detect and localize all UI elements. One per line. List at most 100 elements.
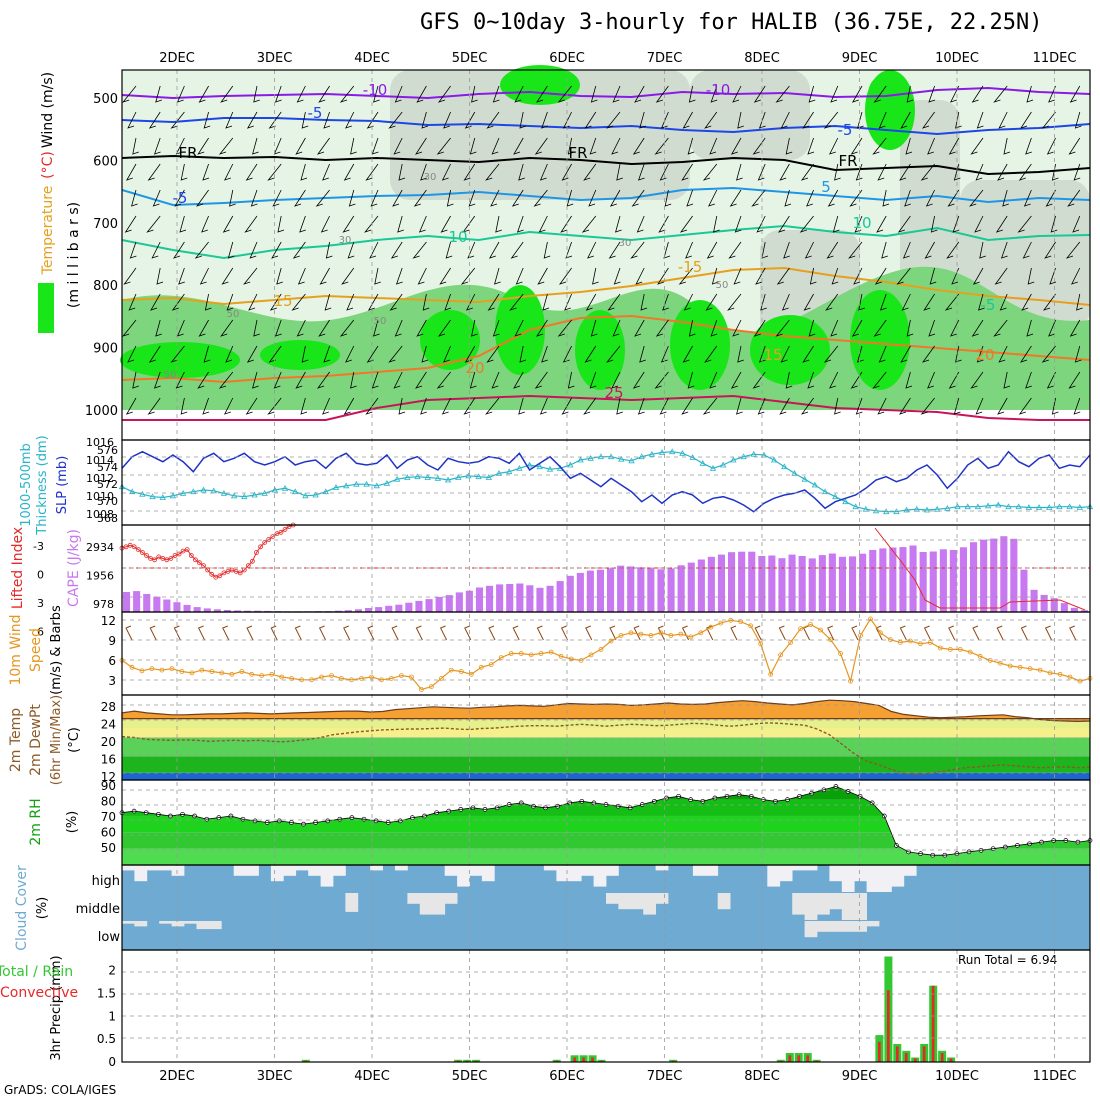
li-marker <box>164 557 170 563</box>
cape-bar <box>193 607 201 612</box>
cloud-clear-cell <box>767 865 781 887</box>
bottom-day-label: 11DEC <box>1033 1069 1077 1084</box>
cloud-tick-label: low <box>98 930 121 945</box>
rh-band <box>122 832 1090 849</box>
cloud-clear-cell <box>618 893 632 910</box>
li-marker <box>229 567 235 573</box>
precip-conv-bar <box>600 1060 603 1062</box>
li-line <box>121 524 294 578</box>
cloud-clear-cell <box>792 893 805 915</box>
li-marker <box>144 553 149 558</box>
isotherm-15 <box>121 266 1091 306</box>
isotherm-label: 5 <box>821 178 831 196</box>
rh-bright-blob <box>500 65 580 105</box>
cape-tick-label: 2934 <box>86 541 114 554</box>
panel-frame-precip <box>121 949 1091 1063</box>
cloud-clear-cell <box>159 865 172 871</box>
cape-bar <box>637 567 645 612</box>
wind-ylabel-right: (m/s) & Barbs <box>49 605 64 695</box>
precip-ylabel-left2: Convective <box>0 985 78 1001</box>
li-marker <box>209 571 215 577</box>
isotherm-label: 30 <box>619 238 632 249</box>
cloud-clear-cell <box>283 865 297 876</box>
cloud-clear-cell <box>817 921 830 932</box>
li-marker <box>217 573 223 579</box>
cape-bar <box>546 585 554 612</box>
cape-bar <box>717 554 725 612</box>
cape-bar <box>859 553 867 612</box>
cape-bar <box>990 538 998 612</box>
isotherm-20 <box>121 314 1091 384</box>
cape-bar <box>838 556 846 612</box>
li-marker <box>196 560 202 566</box>
cloud-clear-cell <box>817 893 830 915</box>
cape-bar <box>586 570 594 612</box>
top-day-label: 2DEC <box>159 51 195 66</box>
cape-bar <box>425 599 433 612</box>
isotherm-minus10 <box>121 86 1091 100</box>
rh-ylabel-unit: (%) <box>65 811 80 834</box>
li-marker <box>135 547 141 552</box>
cape-bar <box>405 602 413 612</box>
slp-tick-label: 1012 <box>86 472 114 485</box>
li-marker <box>131 544 137 550</box>
wind-ylabel-left: 10m Wind <box>8 614 24 685</box>
cape-bar <box>1040 594 1048 612</box>
isotherm-label: -5 <box>981 296 996 314</box>
cape-bar <box>475 587 483 612</box>
cloud-ylabel-unit: (%) <box>35 897 50 920</box>
isotherm-label: 50 <box>227 309 240 320</box>
upper-ylabel-temperature: Temperature <box>40 186 56 276</box>
cape-bar <box>163 599 171 612</box>
cape-bar <box>808 558 816 612</box>
cloud-clear-cell <box>630 893 644 910</box>
pressure-tick-label: 700 <box>93 217 118 232</box>
cape-bar <box>949 550 957 612</box>
cape-bar <box>919 552 927 612</box>
slp-tick-label: 1016 <box>86 436 114 449</box>
cloud-clear-cell <box>543 865 557 871</box>
cloud-clear-cell <box>891 865 905 887</box>
cape-bar <box>768 555 776 612</box>
li-line-tail <box>874 527 1086 611</box>
panel-frame-wind <box>121 611 1091 696</box>
pressure-tick-label: 600 <box>93 154 118 169</box>
cloud-clear-cell <box>829 865 843 882</box>
cloud-clear-cell <box>705 865 719 876</box>
cape-bar <box>213 609 221 612</box>
cape-bar <box>153 596 161 612</box>
cloud-clear-cell <box>134 865 148 882</box>
upper-ylabel-wind: Wind (m/s) <box>40 72 56 148</box>
wind-speed-marker <box>129 664 135 670</box>
cloud-clear-cell <box>804 921 818 938</box>
precip-tick-label: 0 <box>108 1055 116 1069</box>
cloud-clear-cell <box>717 893 731 910</box>
li-marker <box>278 529 284 535</box>
precip-conv-bar <box>797 1055 801 1062</box>
wind-10m-barbs <box>125 625 1077 641</box>
li-marker <box>160 556 166 561</box>
cloud-clear-cell <box>320 865 334 887</box>
li-marker <box>168 556 174 561</box>
wind-tick-label: 9 <box>108 634 116 648</box>
bottom-day-label: 4DEC <box>354 1069 390 1084</box>
cape-bar <box>889 547 897 612</box>
cape-bar <box>254 610 262 612</box>
cloud-clear-cell <box>556 865 570 882</box>
rh-bright-blob <box>575 310 625 390</box>
upper-ylabel-temp-unit: (°C) <box>40 151 56 179</box>
temp-ylabel2: 2m DewPt <box>28 704 44 776</box>
slp-line <box>121 450 1091 513</box>
thickness-tick-label: 568 <box>97 512 118 525</box>
wind-speed-marker <box>698 630 704 636</box>
cape-bar <box>334 610 342 612</box>
isotherm-label: -5 <box>838 121 853 139</box>
precip-tick-label: 1.5 <box>97 986 116 1000</box>
cloud-clear-cell <box>246 865 259 876</box>
cape-bar <box>970 542 978 612</box>
bottom-day-label: 2DEC <box>159 1069 195 1084</box>
wind-speed-marker <box>748 623 754 629</box>
cape-bar <box>939 549 947 612</box>
cape-bar <box>647 568 655 612</box>
precip-conv-bar <box>788 1055 792 1062</box>
